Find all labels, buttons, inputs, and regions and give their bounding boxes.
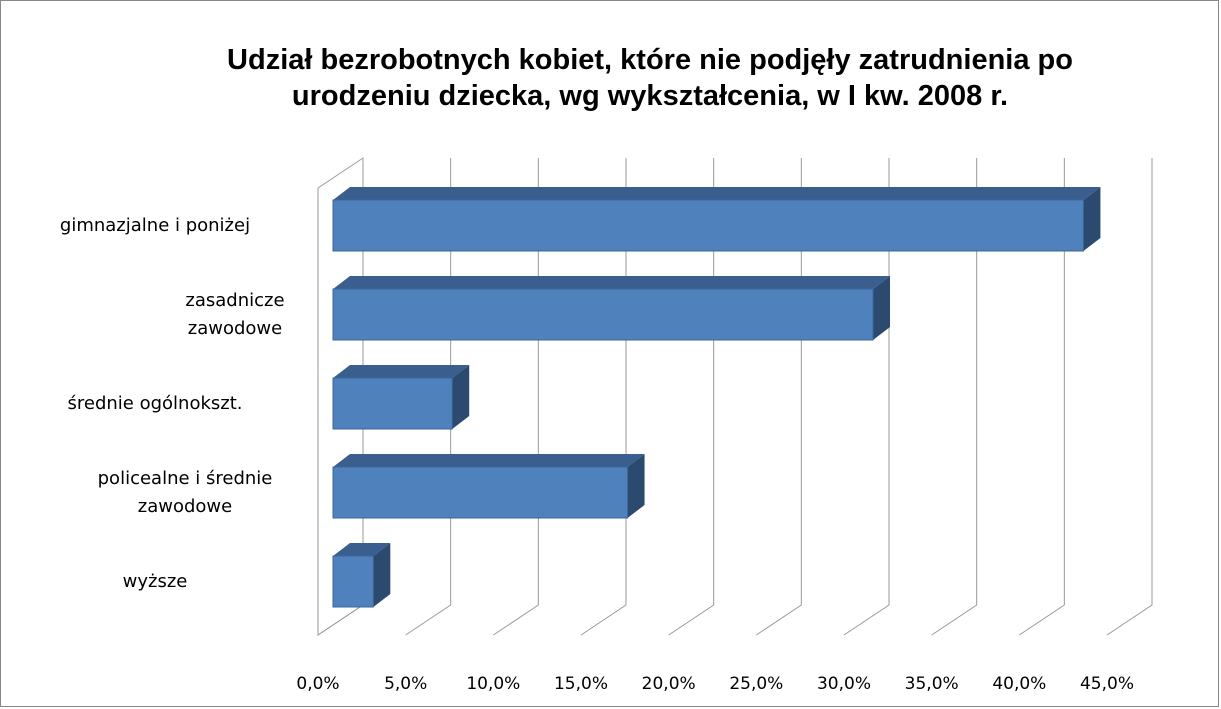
bar-top (333, 276, 891, 289)
x-tick-label: 5,0% (384, 674, 427, 694)
x-tick-label: 15,0% (554, 674, 608, 694)
bar-side (1083, 187, 1101, 251)
bar-side (452, 365, 470, 429)
category-label: gimnazjalne i poniżej (59, 214, 251, 236)
category-label: zasadnicze zawodowe (185, 289, 285, 339)
bar-top (333, 187, 1101, 200)
bar (332, 454, 645, 519)
x-tick-label: 10,0% (466, 674, 520, 694)
bar-top (333, 365, 470, 378)
bar (332, 276, 891, 341)
x-tick-label: 0,0% (296, 674, 339, 694)
category-label: średnie ogólnokszt. (67, 392, 243, 414)
bar-top (333, 543, 391, 556)
chart-title: Udział bezrobotnych kobiet, które nie po… (227, 44, 1073, 112)
bar-front (332, 199, 1084, 252)
bar-side (373, 543, 391, 607)
grid-line (1106, 158, 1153, 636)
bar-front (332, 377, 453, 430)
bar (332, 543, 391, 608)
bar (332, 187, 1101, 252)
bar-side (873, 276, 891, 340)
x-tick-label: 30,0% (817, 674, 871, 694)
bar-front (332, 555, 374, 608)
bar (332, 365, 470, 430)
x-tick-label: 25,0% (729, 674, 783, 694)
bar-front (332, 466, 629, 519)
bar-top (333, 454, 645, 467)
category-label: wyższe (122, 570, 188, 592)
grid-line (931, 158, 978, 636)
x-tick-label: 45,0% (1080, 674, 1134, 694)
category-label: policealne i średnie zawodowe (97, 467, 273, 517)
grid-line (1019, 158, 1065, 636)
bar-front (332, 288, 874, 341)
x-tick-label: 40,0% (992, 674, 1046, 694)
x-tick-label: 20,0% (642, 674, 696, 694)
x-tick-label: 35,0% (905, 674, 959, 694)
bar-side (627, 454, 645, 518)
